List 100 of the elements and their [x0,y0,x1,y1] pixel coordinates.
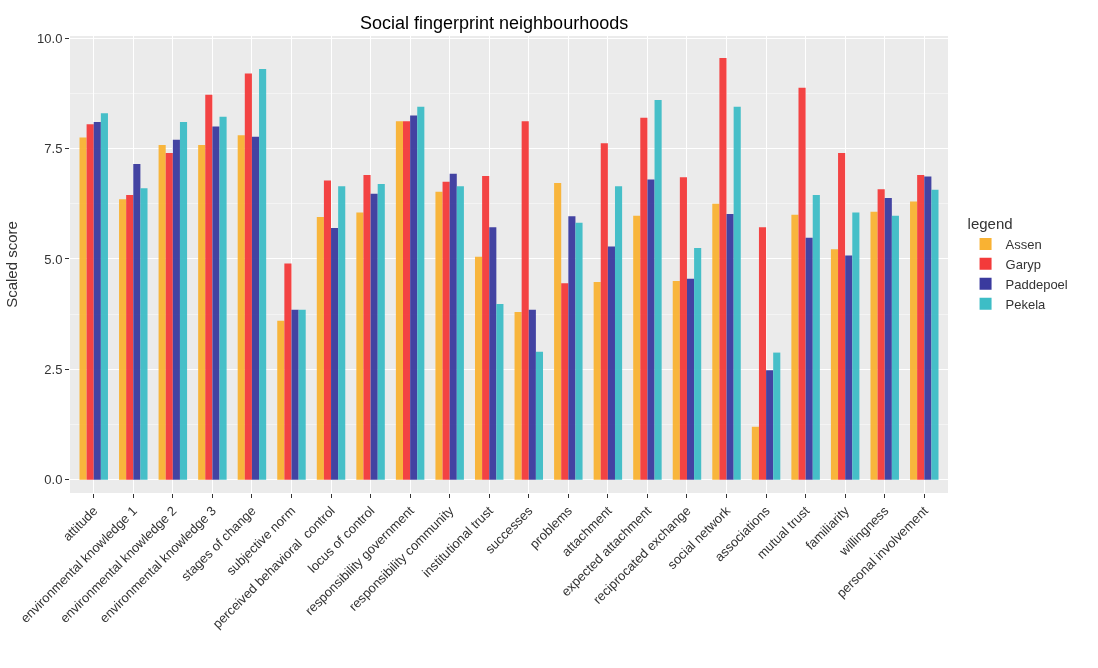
bar [924,176,932,480]
bar [852,212,860,480]
bar [489,227,497,480]
bar [791,214,799,480]
bar [219,116,227,480]
bar [686,278,695,480]
bar [237,135,245,480]
bar [198,145,206,480]
bar [870,211,878,480]
bar [830,249,839,480]
bar [593,281,601,480]
bar [298,309,306,480]
bar [554,183,562,480]
bar [133,164,141,480]
bar [482,175,490,480]
bar [244,73,252,480]
bar [259,69,267,480]
bar [496,304,504,480]
bar [172,139,180,480]
bar [331,228,339,480]
legend-label: Pekela [1005,296,1047,312]
bar [607,246,615,480]
y-tick-label: 0.0 [44,472,63,488]
bar [575,222,583,480]
y-tick-label: 5.0 [44,251,63,267]
bar [766,370,774,480]
bar [917,175,925,480]
legend-label: Garyp [1005,256,1041,272]
bar [647,179,655,480]
bar [884,198,892,480]
bar [561,283,569,480]
bar [456,186,464,480]
bar [838,153,846,480]
bar [435,191,443,480]
bar [284,263,292,480]
bar [205,94,213,480]
bar [773,352,781,480]
bar [758,227,767,480]
bar [277,320,285,480]
bar [877,189,885,480]
bar [640,117,648,480]
y-tick-label: 7.5 [44,141,63,157]
bar [338,186,346,480]
bar [798,87,806,480]
bar [100,113,108,480]
legend-label: Assen [1005,237,1042,253]
bar [356,212,364,480]
bar [212,126,220,480]
bar [165,153,173,480]
bar [726,213,734,480]
bar [672,281,680,480]
bar [442,181,450,480]
bar [417,106,425,480]
legend-title: legend [967,215,1013,232]
bar [119,199,127,480]
bar [377,183,385,480]
bar [805,237,813,480]
bar [751,426,759,480]
bar [323,180,332,480]
bar [521,121,529,480]
bar [733,106,741,480]
bar [633,215,641,480]
bar [845,255,853,480]
bar [403,121,411,480]
bar [86,124,94,480]
bar [600,143,608,480]
bar [291,309,299,480]
y-tick-label: 10.0 [37,30,63,46]
bar [712,203,720,480]
bar [449,173,457,480]
bar [370,193,378,480]
bar [694,247,702,480]
bar [568,216,576,480]
bar [363,175,371,480]
bar [910,201,918,480]
bar [179,122,188,480]
bar [316,217,324,480]
bar [614,186,623,480]
bar [395,121,404,480]
bar [535,351,544,480]
y-tick-label: 2.5 [44,361,63,377]
y-axis-title: Scaled score [3,221,21,308]
bar [719,58,727,480]
bar [514,311,522,480]
bar [410,115,418,480]
legend-label: Paddepoel [1005,276,1068,292]
bar [251,136,260,480]
bar [528,309,536,480]
bar [654,100,662,480]
bar [93,122,101,480]
bar [931,189,939,480]
chart-title: Social fingerprint neighbourhoods [360,13,629,34]
bar [126,194,134,480]
bar [474,256,483,480]
bar [891,215,899,480]
bar [158,145,166,480]
bar [812,194,820,480]
bar [679,177,687,480]
bar [79,137,87,480]
bar [140,188,148,480]
